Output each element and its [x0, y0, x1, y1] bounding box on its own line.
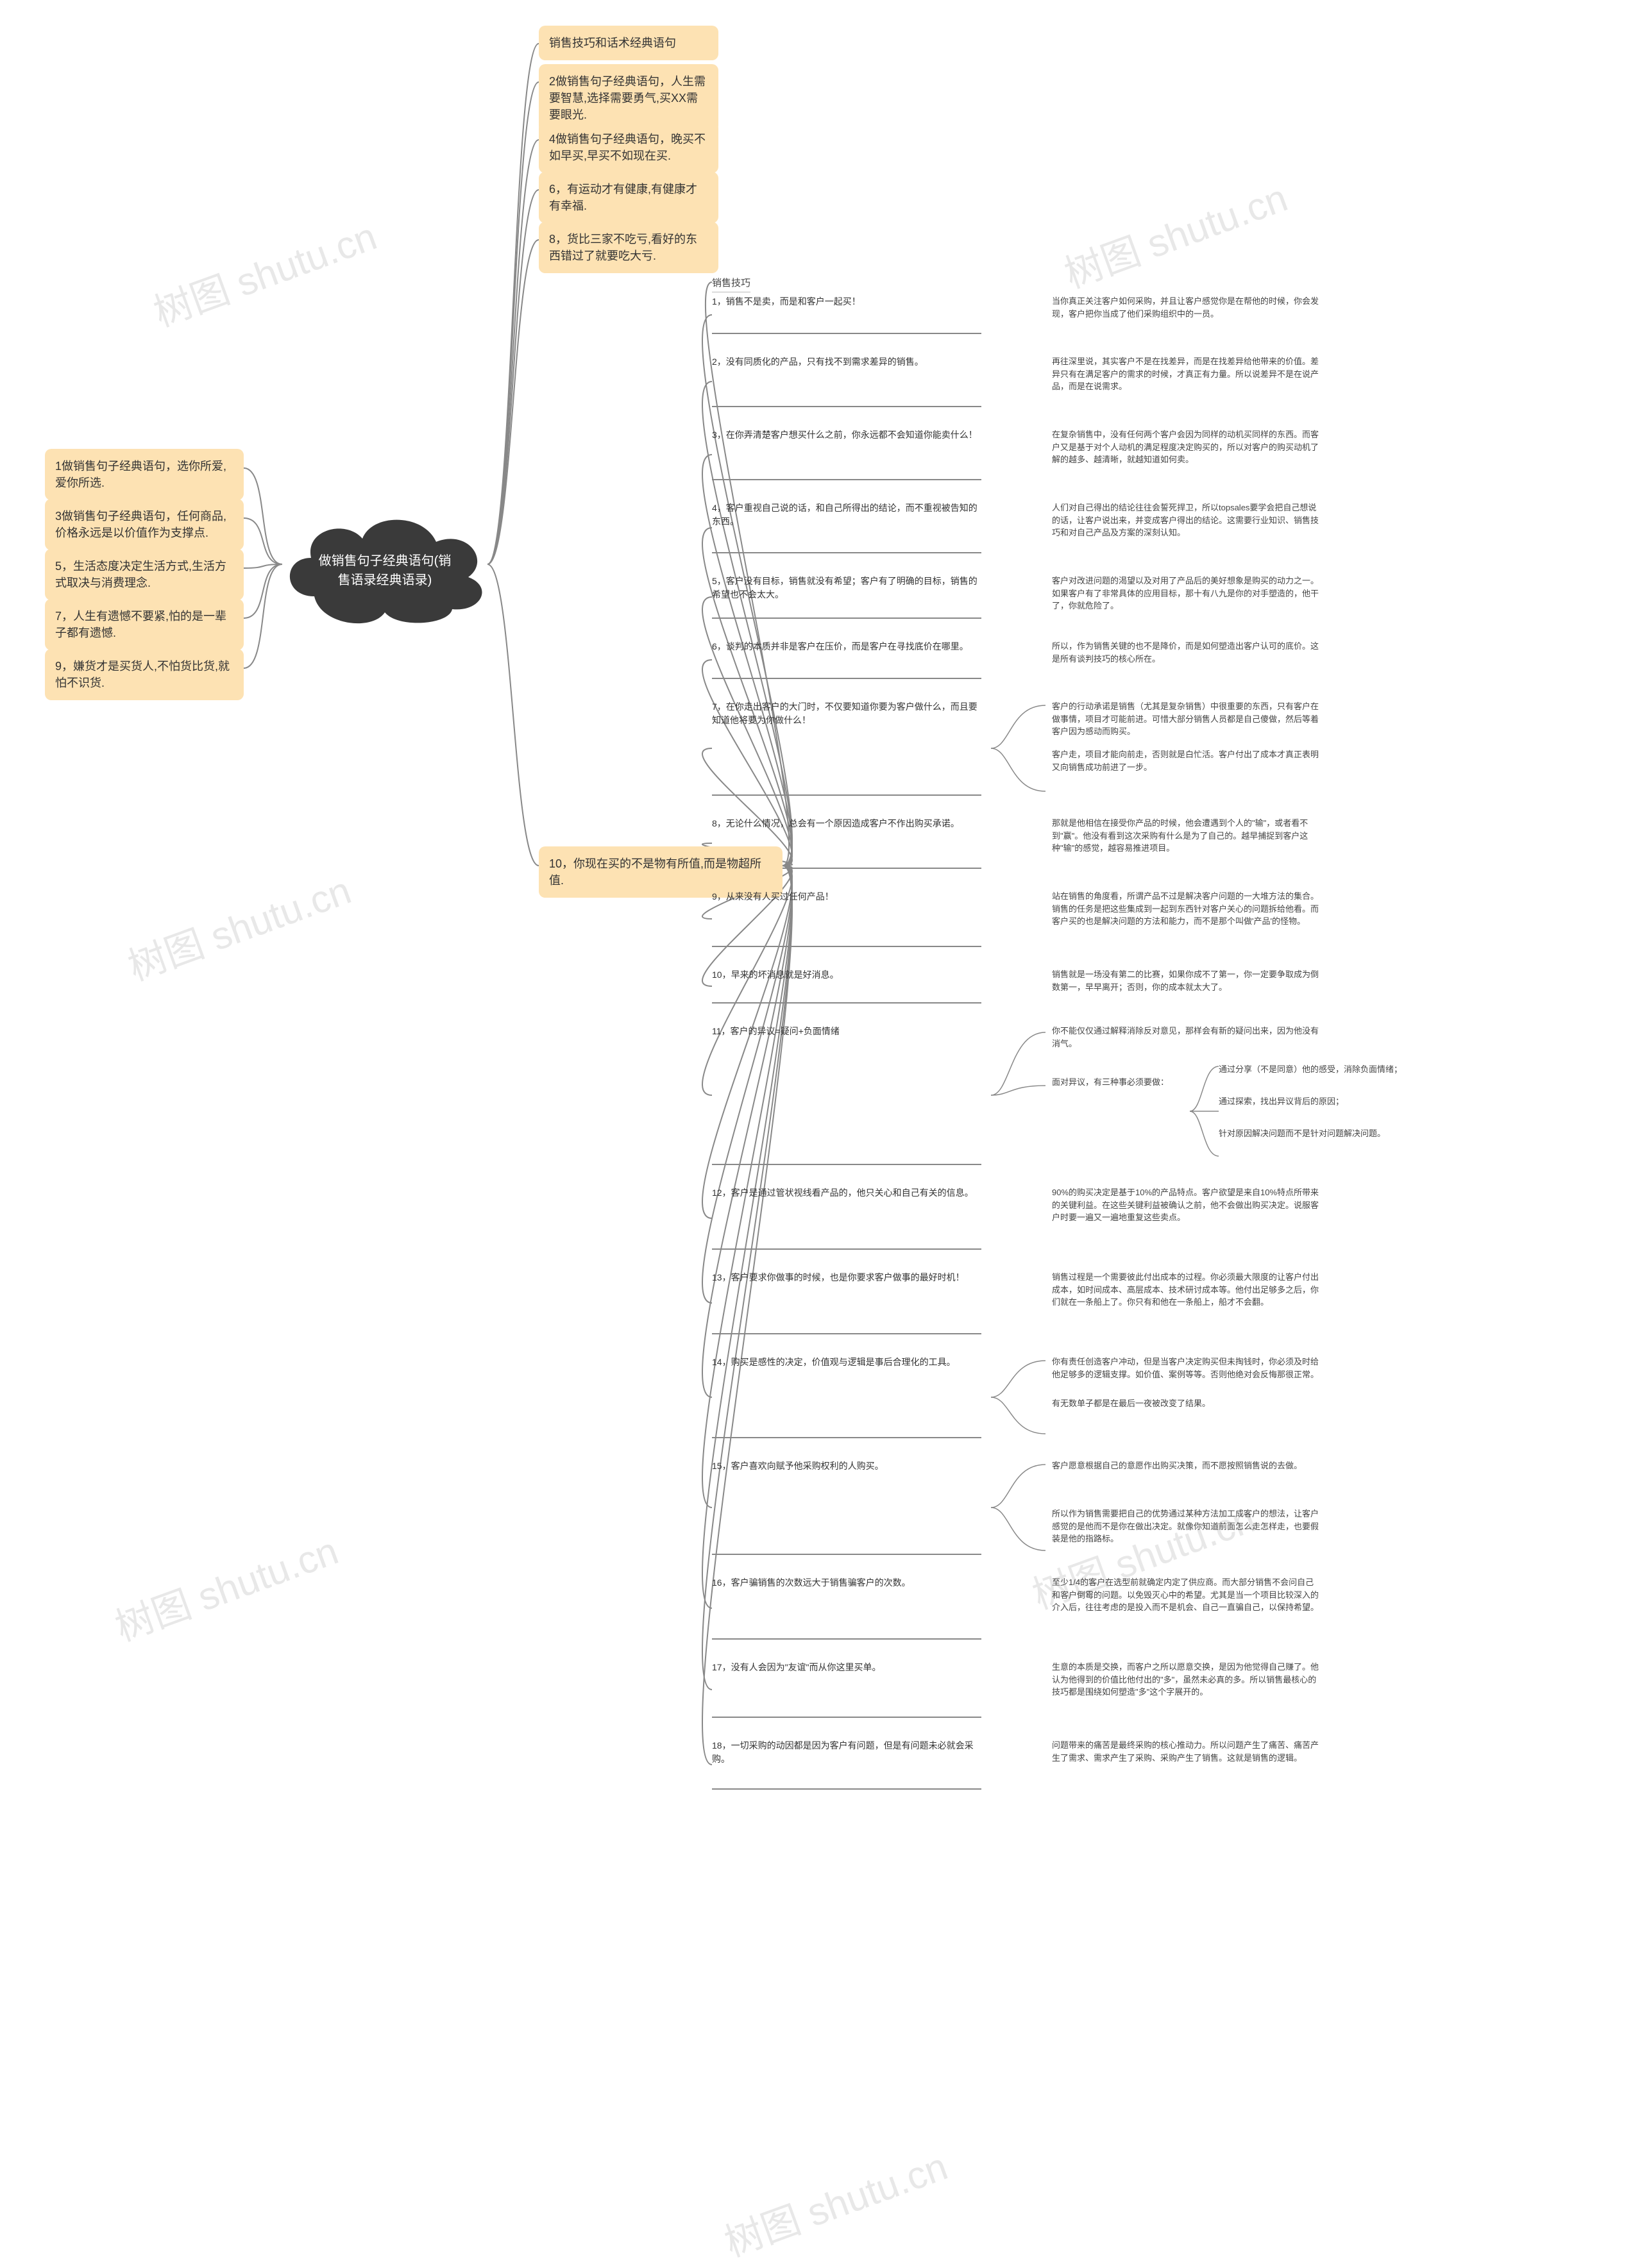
- watermark: 树图 shutu.cn: [106, 1520, 344, 1652]
- tip-row: 6，谈判的本质并非是客户在压价，而是客户在寻找底价在哪里。 所以，作为销售关键的也…: [712, 640, 1353, 680]
- watermark: 树图 shutu.cn: [119, 859, 357, 991]
- central-node: 做销售句子经典语句(销售语录经典语录): [276, 500, 494, 628]
- tip-sub-detail: 客户走，项目才能向前走，否则就是白忙活。客户付出了成本才真正表明又向销售成功前进…: [1052, 748, 1321, 773]
- tip-detail: 销售就是一场没有第二的比赛，如果你成不了第一，你一定要争取成为倒数第一，早早离开…: [1052, 968, 1321, 993]
- tip-connector-icon: [997, 1580, 1036, 1581]
- tip-detail: 在复杂销售中，没有任何两个客户会因为同样的动机买同样的东西。而客户又是基于对个人…: [1052, 428, 1321, 466]
- brace-icon: [991, 1356, 1049, 1439]
- left-branch-box: 9，嫌货才是买货人,不怕货比货,就怕不识货.: [45, 649, 244, 700]
- watermark: 树图 shutu.cn: [716, 2135, 954, 2267]
- tip-detail: 站在销售的角度看，所谓产品不过是解决客户问题的一大堆方法的集合。销售的任务是把这…: [1052, 890, 1321, 928]
- tip-subsub-detail: 通过分享（不是同意）他的感受，消除负面情绪；: [1219, 1063, 1450, 1076]
- tip-row: 18，一切采购的动因都是因为客户有问题，但是有问题未必就会采购。 问题带来的痛苦是…: [712, 1739, 1353, 1790]
- tip-sub-detail: 你有责任创造客户冲动，但是当客户决定购买但未掏钱时，你必须及时给他足够多的逻辑支…: [1052, 1356, 1321, 1381]
- tip-connector-icon: [997, 505, 1036, 506]
- tip-title: 17，没有人会因为"友谊"而从你这里买单。: [712, 1661, 981, 1674]
- tip-sub-detail: 客户的行动承诺是销售（尤其是复杂销售）中很重要的东西，只有客户在做事情，项目才可…: [1052, 700, 1321, 738]
- watermark: 树图 shutu.cn: [145, 205, 383, 337]
- watermark: 树图 shutu.cn: [1056, 167, 1294, 299]
- tip-detail: 所以，作为销售关键的也不是降价，而是如何塑造出客户认可的底价。这是所有谈判技巧的…: [1052, 640, 1321, 665]
- tip-sub-detail: 所以作为销售需要把自己的优势通过某种方法加工成客户的想法，让客户感觉的是他而不是…: [1052, 1508, 1321, 1545]
- left-branch-box: 7，人生有遗憾不要紧,怕的是一辈子都有遗憾.: [45, 599, 244, 650]
- left-branch-box: 5，生活态度决定生活方式,生活方式取决与消费理念.: [45, 549, 244, 600]
- tip-connector-icon: [997, 578, 1036, 579]
- tip-sub-detail: 你不能仅仅通过解释消除反对意见，那样会有新的疑问出来，因为他没有消气。: [1052, 1025, 1321, 1050]
- tip-title: 6，谈判的本质并非是客户在压价，而是客户在寻找底价在哪里。: [712, 640, 981, 653]
- tip-row: 13，客户要求你做事的时候，也是你要求客户做事的最好时机！ 销售过程是一个需要彼此…: [712, 1271, 1353, 1335]
- left-branch-box: 3做销售句子经典语句，任何商品,价格永远是以价值作为支撑点.: [45, 499, 244, 550]
- tip-title: 3，在你弄清楚客户想买什么之前，你永远都不会知道你能卖什么！: [712, 428, 981, 442]
- tip-row: 16，客户骗销售的次数远大于销售骗客户的次数。 至少1/4的客户在选型前就确定内定…: [712, 1576, 1353, 1640]
- tip-row: 5，客户没有目标，销售就没有希望；客户有了明确的目标，销售的希望也不会太大。 客户…: [712, 575, 1353, 619]
- tip-detail: 90%的购买决定是基于10%的产品特点。客户欲望是来自10%特点所带来的关键利益…: [1052, 1186, 1321, 1224]
- tip-connector-icon: [997, 894, 1036, 895]
- right-branch-box: 8，货比三家不吃亏,看好的东西错过了就要吃大亏.: [539, 222, 718, 273]
- tip-detail: 销售过程是一个需要彼此付出成本的过程。你必须最大限度的让客户付出成本，如时间成本…: [1052, 1271, 1321, 1309]
- tip-title: 15，客户喜欢向赋予他采购权利的人购买。: [712, 1459, 981, 1473]
- central-label: 做销售句子经典语句(销售语录经典语录): [314, 551, 455, 590]
- tip-sub-label: 面对异议，有三种事必须要做：: [1052, 1076, 1193, 1089]
- tip-detail: 生意的本质是交换，而客户之所以愿意交换，是因为他觉得自己赚了。他认为他得到的价值…: [1052, 1661, 1321, 1699]
- tip-detail: 问题带来的痛苦是最终采购的核心推动力。所以问题产生了痛苦、痛苦产生了需求、需求产…: [1052, 1739, 1321, 1764]
- tip-detail: 客户对改进问题的渴望以及对用了产品后的美好想象是购买的动力之一。如果客户有了非常…: [1052, 575, 1321, 612]
- tip-title: 14，购买是感性的决定，价值观与逻辑是事后合理化的工具。: [712, 1356, 981, 1369]
- tip-row: 12，客户是通过管状视线看产品的，他只关心和自己有关的信息。 90%的购买决定是基…: [712, 1186, 1353, 1250]
- left-branch-box: 1做销售句子经典语句，选你所爱,爱你所选.: [45, 449, 244, 500]
- tip-title: 2，没有同质化的产品，只有找不到需求差异的销售。: [712, 355, 981, 369]
- tip-connector-icon: [997, 432, 1036, 433]
- tip-title: 18，一切采购的动因都是因为客户有问题，但是有问题未必就会采购。: [712, 1739, 981, 1766]
- brace-icon: [991, 1025, 1049, 1166]
- tip-row: 2，没有同质化的产品，只有找不到需求差异的销售。 再往深里说，其实客户不是在找差异…: [712, 355, 1353, 408]
- tip-row: 4，客户重视自己说的话，和自己所得出的结论，而不重视被告知的东西。 人们对自己得出…: [712, 501, 1353, 554]
- tip-connector-icon: [997, 1190, 1036, 1191]
- right-branch-box: 6，有运动才有健康,有健康才有幸福.: [539, 172, 718, 223]
- tip-title: 9，从来没有人买过任何产品！: [712, 890, 981, 903]
- tip-title: 10，早来的坏消息就是好消息。: [712, 968, 981, 982]
- brace-icon: [1190, 1060, 1222, 1163]
- brace-icon: [991, 700, 1049, 796]
- tip-detail: 再往深里说，其实客户不是在找差异，而是在找差异给他带来的价值。差异只有在满足客户…: [1052, 355, 1321, 393]
- tip-row: 7，在你走出客户的大门时，不仅要知道你要为客户做什么，而且要知道他将要为你做什么…: [712, 700, 1353, 796]
- tip-title: 1，销售不是卖，而是和客户一起买！: [712, 295, 981, 308]
- tip-sub-detail: 有无数单子都是在最后一夜被改变了结果。: [1052, 1397, 1321, 1410]
- brace-icon: [991, 1459, 1049, 1556]
- tip-title: 16，客户骗销售的次数远大于销售骗客户的次数。: [712, 1576, 981, 1590]
- tip-subsub-detail: 针对原因解决问题而不是针对问题解决问题。: [1219, 1127, 1450, 1140]
- tips-root-label: 销售技巧: [712, 276, 750, 292]
- tip-sub-detail: 客户愿意根据自己的意愿作出购买决策，而不愿按照销售说的去做。: [1052, 1459, 1321, 1472]
- tip-title: 13，客户要求你做事的时候，也是你要求客户做事的最好时机！: [712, 1271, 981, 1284]
- tip-title: 8，无论什么情况，总会有一个原因造成客户不作出购买承诺。: [712, 817, 981, 830]
- right-branch-box: 销售技巧和话术经典语句: [539, 26, 718, 60]
- tip-row: 3，在你弄清楚客户想买什么之前，你永远都不会知道你能卖什么！ 在复杂销售中，没有任…: [712, 428, 1353, 481]
- tip-row: 11，客户的异议=疑问+负面情绪 你不能仅仅通过解释消除反对意见，那样会有新的疑问…: [712, 1025, 1353, 1166]
- tip-title: 7，在你走出客户的大门时，不仅要知道你要为客户做什么，而且要知道他将要为你做什么…: [712, 700, 981, 727]
- tip-title: 11，客户的异议=疑问+负面情绪: [712, 1025, 981, 1038]
- tip-row: 17，没有人会因为"友谊"而从你这里买单。 生意的本质是交换，而客户之所以愿意交换…: [712, 1661, 1353, 1718]
- tip-title: 12，客户是通过管状视线看产品的，他只关心和自己有关的信息。: [712, 1186, 981, 1200]
- tip-connector-icon: [997, 972, 1036, 973]
- tip-connector-icon: [997, 359, 1036, 360]
- tip-row: 8，无论什么情况，总会有一个原因造成客户不作出购买承诺。 那就是他相信在接受你产品…: [712, 817, 1353, 869]
- tip-title: 5，客户没有目标，销售就没有希望；客户有了明确的目标，销售的希望也不会太大。: [712, 575, 981, 601]
- tip-row: 1，销售不是卖，而是和客户一起买！ 当你真正关注客户如何采购，并且让客户感觉你是在…: [712, 295, 1353, 335]
- tip-row: 14，购买是感性的决定，价值观与逻辑是事后合理化的工具。 你有责任创造客户冲动，但…: [712, 1356, 1353, 1439]
- tip-detail: 那就是他相信在接受你产品的时候，他会遭遇到个人的"输"，或者看不到"赢"。他没有…: [1052, 817, 1321, 855]
- tip-detail: 人们对自己得出的结论往往会誓死捍卫，所以topsales要学会把自己想说的话，让…: [1052, 501, 1321, 539]
- tip-row: 9，从来没有人买过任何产品！ 站在销售的角度看，所谓产品不过是解决客户问题的一大堆…: [712, 890, 1353, 948]
- tip-detail: 至少1/4的客户在选型前就确定内定了供应商。而大部分销售不会问自己和客户倒霉的问…: [1052, 1576, 1321, 1614]
- tip-subsub-detail: 通过探索，找出异议背后的原因；: [1219, 1095, 1450, 1108]
- tip-row: 15，客户喜欢向赋予他采购权利的人购买。 客户愿意根据自己的意愿作出购买决策，而不…: [712, 1459, 1353, 1556]
- tip-detail: 当你真正关注客户如何采购，并且让客户感觉你是在帮他的时候，你会发现，客户把你当成…: [1052, 295, 1321, 320]
- tip-title: 4，客户重视自己说的话，和自己所得出的结论，而不重视被告知的东西。: [712, 501, 981, 528]
- mindmap-stage: 树图 shutu.cn 树图 shutu.cn 树图 shutu.cn 树图 shut…: [0, 0, 1642, 2256]
- tip-row: 10，早来的坏消息就是好消息。 销售就是一场没有第二的比赛，如果你成不了第一，你一…: [712, 968, 1353, 1004]
- right-branch-box: 4做销售句子经典语句，晚买不如早买,早买不如现在买.: [539, 122, 718, 173]
